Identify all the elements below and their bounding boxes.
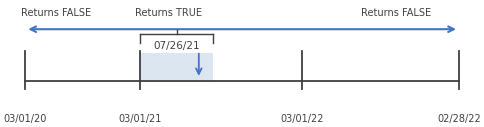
- Text: 03/01/20: 03/01/20: [4, 114, 47, 124]
- Text: Returns FALSE: Returns FALSE: [361, 8, 431, 18]
- Text: Returns TRUE: Returns TRUE: [135, 8, 202, 18]
- Text: 03/01/22: 03/01/22: [280, 114, 324, 124]
- Text: Returns FALSE: Returns FALSE: [21, 8, 91, 18]
- Text: 07/26/21: 07/26/21: [153, 41, 199, 51]
- Bar: [140, 53, 213, 82]
- Text: 03/01/21: 03/01/21: [119, 114, 162, 124]
- Text: 02/28/22: 02/28/22: [437, 114, 481, 124]
